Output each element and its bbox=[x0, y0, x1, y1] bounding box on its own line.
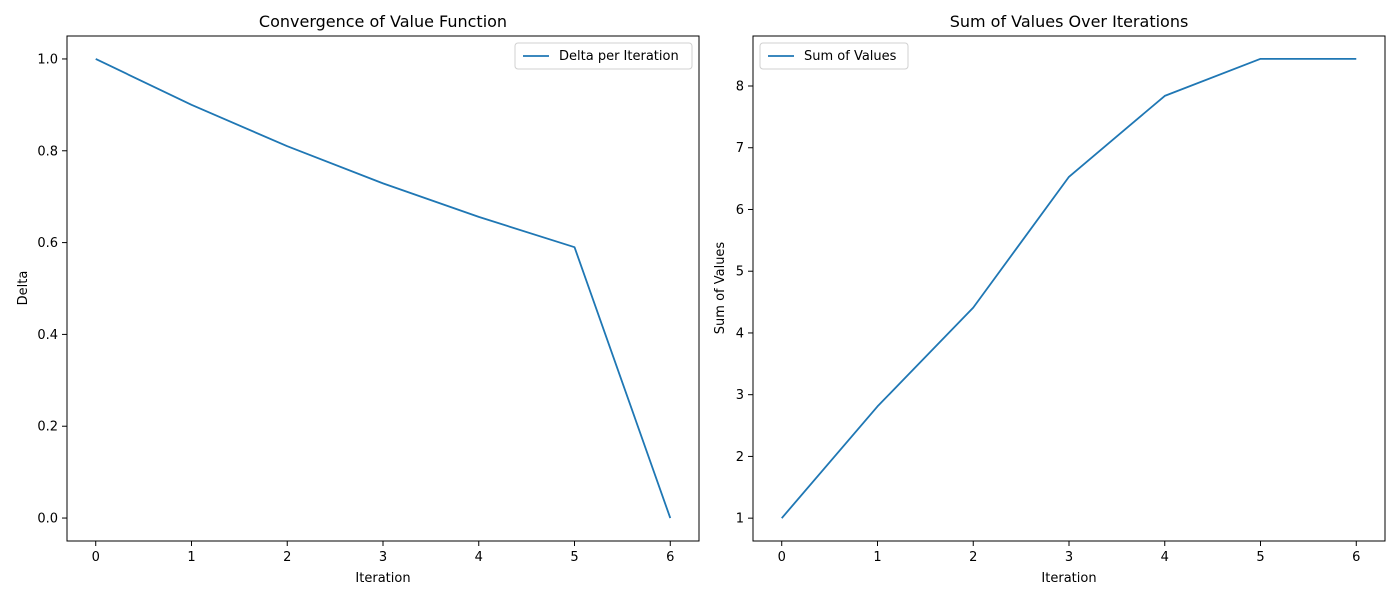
y-tick-label: 0.0 bbox=[37, 512, 58, 527]
series-layer bbox=[95, 58, 672, 519]
x-tick-label: 3 bbox=[379, 550, 387, 565]
series-line bbox=[95, 58, 672, 519]
x-tick-label: 4 bbox=[1161, 550, 1169, 565]
plot-frame bbox=[66, 35, 700, 542]
y-tick-label: 7 bbox=[736, 141, 744, 156]
y-axis-label: Delta bbox=[16, 271, 31, 306]
y-tick-label: 4 bbox=[736, 326, 744, 341]
x-tick-label: 3 bbox=[1065, 550, 1073, 565]
chart-sum-of-values: Sum of Values Over Iterations 0 1 2 3 4 5 6 1 2… bbox=[713, 12, 1386, 586]
x-axis-ticks: 0 1 2 3 4 5 6 bbox=[92, 541, 674, 565]
y-tick-label: 0.8 bbox=[37, 144, 58, 159]
x-tick-label: 5 bbox=[1256, 550, 1264, 565]
x-tick-label: 2 bbox=[969, 550, 977, 565]
chart-title: Convergence of Value Function bbox=[259, 12, 507, 31]
x-tick-label: 2 bbox=[283, 550, 291, 565]
legend: Delta per Iteration bbox=[514, 42, 693, 70]
x-tick-label: 4 bbox=[475, 550, 483, 565]
y-axis-ticks: 1 2 3 4 5 6 7 8 bbox=[736, 80, 753, 527]
legend-label: Delta per Iteration bbox=[559, 49, 679, 64]
y-tick-label: 5 bbox=[736, 265, 744, 280]
legend-label: Sum of Values bbox=[804, 49, 897, 64]
x-tick-label: 1 bbox=[873, 550, 881, 565]
y-tick-label: 0.2 bbox=[37, 420, 58, 435]
y-tick-label: 8 bbox=[736, 80, 744, 95]
y-tick-label: 1 bbox=[736, 512, 744, 527]
x-tick-label: 5 bbox=[570, 550, 578, 565]
y-axis-ticks: 0.0 0.2 0.4 0.6 0.8 1.0 bbox=[37, 52, 67, 527]
legend-box bbox=[514, 42, 693, 70]
x-tick-label: 0 bbox=[778, 550, 786, 565]
series-line bbox=[781, 57, 1357, 519]
y-tick-label: 0.6 bbox=[37, 236, 58, 251]
y-tick-label: 6 bbox=[736, 203, 744, 218]
plot-frame bbox=[752, 35, 1386, 542]
chart-title: Sum of Values Over Iterations bbox=[950, 12, 1189, 31]
legend-box bbox=[759, 42, 909, 70]
y-tick-label: 0.4 bbox=[37, 328, 58, 343]
y-tick-label: 3 bbox=[736, 388, 744, 403]
y-tick-label: 2 bbox=[736, 450, 744, 465]
x-tick-label: 0 bbox=[92, 550, 100, 565]
y-axis-label: Sum of Values bbox=[713, 242, 728, 335]
legend: Sum of Values bbox=[759, 42, 909, 70]
chart-delta-convergence: Convergence of Value Function 0 1 2 3 4 5 6 0.… bbox=[16, 12, 700, 586]
y-tick-label: 1.0 bbox=[37, 52, 58, 67]
x-tick-label: 6 bbox=[1352, 550, 1360, 565]
x-axis-label: Iteration bbox=[1041, 571, 1096, 586]
x-axis-label: Iteration bbox=[355, 571, 410, 586]
x-axis-ticks: 0 1 2 3 4 5 6 bbox=[778, 541, 1360, 565]
x-tick-label: 1 bbox=[187, 550, 195, 565]
x-tick-label: 6 bbox=[666, 550, 674, 565]
series-layer bbox=[781, 57, 1357, 519]
